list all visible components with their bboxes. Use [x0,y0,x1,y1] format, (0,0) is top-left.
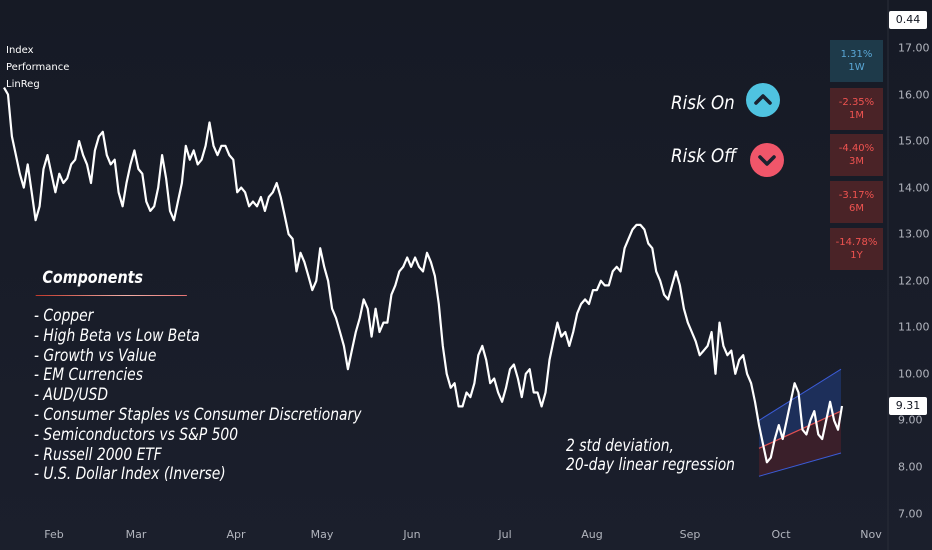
regression-upper-line [758,368,842,421]
regression-lower-band [759,411,841,477]
y-tick-label: 8.00 [898,460,923,474]
performance-value: -3.17% [838,190,875,201]
x-tick-label: Mar [125,528,147,541]
regression-note: 2 std deviation, 20-day linear regressio… [566,436,735,474]
y-tick-label: 14.00 [898,181,930,195]
legend-performance: Performance [6,62,70,73]
component-item: - U.S. Dollar Index (Inverse) [34,464,226,484]
note-line-2: 20-day linear regression [566,455,735,474]
performance-3m: -4.40% 3M [830,134,883,176]
x-tick-label: Nov [860,528,882,541]
performance-period: 1Y [850,250,863,261]
y-tick-label: 15.00 [898,134,930,148]
performance-period: 1W [848,62,865,73]
x-tick-label: Jun [403,528,421,541]
indicator-legend[interactable]: Index Performance LinReg [6,42,69,93]
risk-off-label: Risk Off [671,145,737,167]
component-item: - High Beta vs Low Beta [34,325,200,345]
index-series-line [3,87,844,464]
components-list: Components - Copper - High Beta vs Low B… [34,264,361,484]
performance-value: -14.78% [835,237,878,248]
x-tick-label: Jul [498,528,512,541]
y-tick-label: 9.00 [898,413,923,427]
x-tick-label: Apr [226,528,246,541]
components-title: Components [42,268,143,288]
performance-value: 1.31% [840,49,873,60]
y-tick-label: 12.00 [898,274,930,288]
y-tick-label: 13.00 [898,227,930,241]
component-item: - Growth vs Value [34,345,157,365]
y-tick-label: 17.00 [898,41,930,55]
y-tick-label: 11.00 [898,320,930,334]
risk-on-chevron-up-icon [746,83,780,117]
component-item: - Semiconductors vs S&P 500 [34,424,239,444]
legend-index: Index [6,45,34,56]
performance-value: -4.40% [838,143,875,154]
y-tick-label: 16.00 [898,88,930,102]
component-item: - Russell 2000 ETF [34,444,162,464]
risk-on-label: Risk On [671,92,735,114]
component-item: - EM Currencies [34,365,143,385]
components-divider [35,295,187,296]
x-tick-label: Aug [581,528,603,541]
legend-linreg: LinReg [6,79,40,90]
performance-value: -2.35% [838,97,875,108]
performance-period: 3M [849,156,864,167]
y-tick-label: 10.00 [898,367,930,381]
regression-lower-line [758,452,842,477]
note-line-1: 2 std deviation, [566,436,674,455]
component-item: - AUD/USD [34,385,108,405]
performance-1y: -14.78% 1Y [830,228,883,270]
x-tick-label: May [310,528,334,541]
last-price-tag[interactable]: 9.31 [889,397,927,415]
performance-period: 6M [849,203,864,214]
performance-period: 1M [849,110,864,121]
y-tick-label: 7.00 [898,507,923,520]
x-tick-label: Oct [771,528,791,541]
component-item: - Copper [34,306,94,325]
performance-1m: -2.35% 1M [830,88,883,130]
risk-off-chevron-down-icon [750,143,784,177]
performance-1w: 1.31% 1W [830,40,883,82]
component-item: - Consumer Staples vs Consumer Discretio… [34,404,362,424]
top-price-tag[interactable]: 0.44 [889,11,927,29]
performance-6m: -3.17% 6M [830,181,883,223]
x-tick-label: Feb [44,528,64,541]
x-tick-label: Sep [679,528,701,541]
